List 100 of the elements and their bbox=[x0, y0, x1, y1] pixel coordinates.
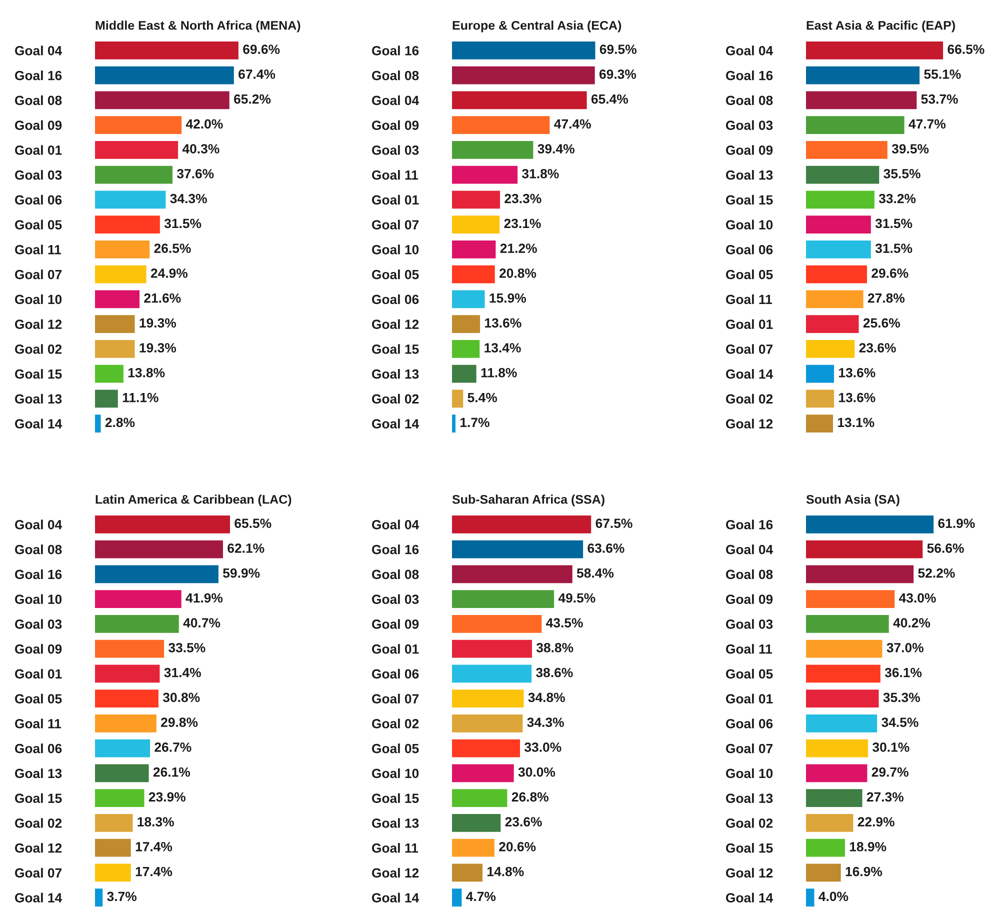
y-tick-label: Goal 06 bbox=[14, 744, 62, 754]
data-label: 21.2% bbox=[500, 244, 537, 253]
y-tick-label: Goal 06 bbox=[726, 718, 773, 728]
bar bbox=[452, 515, 592, 534]
data-label: 31.5% bbox=[164, 218, 202, 228]
bar bbox=[806, 166, 880, 184]
bar bbox=[95, 590, 182, 608]
data-label: 19.3% bbox=[140, 343, 176, 352]
y-tick-label: Goal 01 bbox=[372, 644, 419, 654]
bar bbox=[806, 190, 874, 209]
bar bbox=[806, 290, 864, 308]
bar bbox=[806, 640, 882, 658]
y-tick-label: Goal 02 bbox=[14, 818, 62, 828]
bar bbox=[95, 414, 101, 433]
y-tick-label: Goal 10 bbox=[726, 220, 773, 230]
bar bbox=[95, 216, 160, 234]
bar bbox=[95, 340, 135, 358]
y-tick-label: Goal 11 bbox=[372, 843, 418, 853]
data-label: 47.7% bbox=[908, 119, 946, 129]
data-label: 67.4% bbox=[238, 70, 276, 79]
y-tick-label: Goal 04 bbox=[14, 46, 62, 56]
data-label: 5.4% bbox=[468, 392, 498, 402]
y-tick-label: Goal 04 bbox=[372, 95, 420, 106]
bar bbox=[452, 614, 542, 633]
y-tick-label: Goal 10 bbox=[726, 768, 773, 778]
y-tick-label: Goal 07 bbox=[372, 220, 419, 230]
y-tick-label: Goal 14 bbox=[726, 369, 774, 379]
y-tick-label: Goal 15 bbox=[726, 194, 773, 205]
y-tick-label: Goal 08 bbox=[14, 544, 62, 554]
bar bbox=[806, 265, 868, 284]
y-tick-label: Goal 07 bbox=[14, 868, 62, 878]
data-label: 36.1% bbox=[884, 668, 922, 678]
bar bbox=[452, 764, 514, 782]
y-tick-label: Goal 07 bbox=[372, 694, 419, 704]
y-tick-label: Goal 10 bbox=[372, 244, 419, 254]
data-label: 21.6% bbox=[144, 293, 181, 303]
bar bbox=[452, 864, 482, 882]
data-label: 49.5% bbox=[558, 593, 596, 603]
bar bbox=[452, 540, 584, 558]
chart-title: Middle East & North Africa (MENA) bbox=[96, 20, 300, 32]
data-label: 24.9% bbox=[150, 268, 188, 278]
bar bbox=[806, 888, 814, 907]
y-tick-label: Goal 01 bbox=[726, 694, 773, 704]
y-tick-label: Goal 08 bbox=[372, 569, 419, 580]
bar bbox=[452, 888, 462, 907]
bar bbox=[95, 690, 158, 708]
bar bbox=[452, 640, 532, 658]
data-label: 55.1% bbox=[924, 70, 961, 79]
data-label: 41.9% bbox=[186, 593, 223, 603]
bar bbox=[95, 888, 103, 907]
data-label: 37.6% bbox=[176, 169, 214, 178]
y-tick-label: Goal 16 bbox=[726, 70, 773, 80]
data-label: 30.0% bbox=[518, 767, 556, 777]
y-tick-label: Goal 07 bbox=[726, 344, 773, 354]
data-label: 26.7% bbox=[154, 742, 192, 752]
bar bbox=[95, 116, 182, 134]
y-tick-label: Goal 16 bbox=[372, 46, 419, 56]
bar bbox=[95, 565, 218, 584]
chart-title: South Asia (SA) bbox=[806, 494, 900, 506]
data-label: 19.3% bbox=[140, 318, 176, 328]
data-label: 39.4% bbox=[538, 144, 574, 154]
bar bbox=[452, 166, 518, 184]
data-label: 43.5% bbox=[546, 618, 583, 628]
data-label: 3.7% bbox=[107, 892, 137, 902]
bar bbox=[452, 739, 520, 758]
y-tick-label: Goal 16 bbox=[372, 544, 419, 554]
y-tick-label: Goal 03 bbox=[726, 619, 773, 629]
bar bbox=[452, 838, 494, 857]
data-label: 40.2% bbox=[893, 618, 930, 628]
data-label: 11.8% bbox=[481, 368, 517, 378]
y-tick-label: Goal 02 bbox=[372, 718, 419, 728]
y-tick-label: Goal 11 bbox=[14, 718, 62, 728]
bar bbox=[95, 864, 131, 882]
bar bbox=[806, 714, 878, 732]
data-label: 34.3% bbox=[527, 718, 564, 727]
y-tick-label: Goal 12 bbox=[726, 868, 773, 878]
bar bbox=[806, 814, 854, 832]
data-label: 31.5% bbox=[875, 244, 912, 253]
bar bbox=[806, 216, 871, 234]
bar bbox=[806, 515, 934, 534]
y-tick-label: Goal 09 bbox=[726, 594, 773, 604]
y-tick-label: Goal 12 bbox=[372, 319, 419, 329]
data-label: 35.5% bbox=[884, 169, 920, 178]
y-tick-label: Goal 02 bbox=[14, 344, 62, 354]
bar bbox=[806, 140, 888, 159]
bar bbox=[452, 240, 496, 258]
data-label: 59.9% bbox=[223, 568, 260, 578]
bar bbox=[806, 414, 833, 433]
y-tick-label: Goal 13 bbox=[372, 369, 419, 379]
y-tick-label: Goal 09 bbox=[14, 644, 62, 654]
data-label: 34.8% bbox=[528, 692, 565, 702]
y-tick-label: Goal 13 bbox=[14, 394, 62, 404]
data-label: 16.9% bbox=[846, 866, 882, 876]
bar bbox=[452, 315, 480, 334]
y-tick-label: Goal 15 bbox=[372, 344, 419, 354]
data-label: 29.8% bbox=[161, 718, 198, 727]
y-tick-label: Goal 10 bbox=[372, 768, 419, 778]
bar bbox=[95, 515, 230, 534]
bar bbox=[95, 41, 238, 60]
data-label: 14.8% bbox=[488, 866, 524, 876]
